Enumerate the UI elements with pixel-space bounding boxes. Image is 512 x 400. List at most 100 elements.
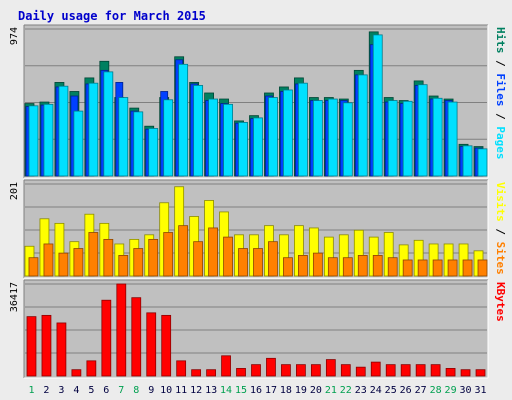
x-tick-day-29: 29 [445,385,457,396]
bar-kbytes-day-22 [340,364,351,377]
bar-pages-day-31 [477,148,488,177]
bar-pages-day-17 [268,97,278,177]
bar-sites-day-2 [43,243,54,277]
x-tick-day-9: 9 [148,385,154,396]
series-legend-label: KBytes [494,282,507,322]
bar-sites-day-21 [327,257,338,277]
x-tick-day-4: 4 [73,385,79,396]
legend-sites: Sites [494,242,507,275]
bar-kbytes-day-9 [146,312,157,377]
bar-kbytes-day-4 [71,369,82,377]
bar-kbytes-day-5 [86,360,97,377]
x-tick-day-26: 26 [400,385,412,396]
bar-pages-day-30 [462,145,473,177]
bar-sites-day-7 [118,255,129,277]
bar-sites-day-15 [238,248,248,277]
panel-plot-area [24,280,488,378]
bar-kbytes-day-12 [191,369,202,377]
y-max-label: 201 [9,182,20,200]
legend-pages: Pages [494,126,507,159]
x-tick-day-19: 19 [295,385,307,396]
bar-pages-day-20 [312,100,323,177]
bar-pages-day-16 [253,117,263,177]
bar-kbytes-day-18 [281,364,291,377]
x-tick-day-21: 21 [325,385,337,396]
bar-kbytes-day-27 [415,364,426,377]
bar-sites-day-23 [357,255,368,277]
bar-kbytes-day-14 [221,355,231,377]
bar-kbytes-day-3 [56,322,67,377]
bar-pages-day-24 [372,34,383,177]
legend-separator: / [494,54,507,74]
x-tick-day-28: 28 [430,385,442,396]
x-tick-day-18: 18 [280,385,292,396]
x-tick-day-27: 27 [415,385,427,396]
bar-sites-day-14 [223,236,233,277]
bar-kbytes-day-19 [296,364,306,377]
x-tick-day-15: 15 [235,385,247,396]
bar-pages-day-27 [417,84,428,177]
bar-kbytes-day-24 [370,361,381,377]
bar-pages-day-14 [223,103,233,177]
x-tick-day-3: 3 [58,385,64,396]
bar-kbytes-day-30 [460,369,471,377]
x-tick-day-23: 23 [355,385,367,396]
legend-files: Files [494,73,507,106]
bar-pages-day-2 [43,103,54,177]
x-tick-day-24: 24 [370,385,382,396]
bar-pages-day-15 [238,122,248,177]
bar-kbytes-day-28 [430,364,441,377]
bar-pages-day-26 [402,100,413,177]
bar-sites-day-19 [298,255,308,277]
legend-hits: Hits [494,27,507,54]
bar-sites-day-25 [387,257,398,277]
series-legend-label: Hits / Files / Pages [494,27,507,160]
bar-sites-day-28 [432,259,443,277]
x-tick-day-22: 22 [340,385,352,396]
bar-sites-day-8 [133,248,144,277]
bar-sites-day-30 [462,259,473,277]
bar-kbytes-day-25 [385,364,396,377]
bar-sites-day-6 [103,238,114,277]
bar-pages-day-19 [298,82,308,177]
bar-kbytes-day-23 [355,366,366,377]
bar-pages-day-5 [88,82,99,177]
y-max-label: 974 [9,27,20,45]
x-tick-day-25: 25 [385,385,397,396]
bar-sites-day-1 [28,257,39,277]
y-max-label: 36417 [9,282,20,312]
x-tick-day-16: 16 [250,385,262,396]
x-tick-day-2: 2 [43,385,49,396]
bar-pages-day-7 [118,97,129,177]
bar-kbytes-day-26 [400,364,411,377]
x-tick-day-5: 5 [88,385,94,396]
bar-kbytes-day-31 [475,369,486,377]
bar-sites-day-16 [253,248,263,277]
x-tick-day-12: 12 [190,385,202,396]
legend-visits: Visits [494,182,507,222]
bar-pages-day-10 [163,99,174,177]
bar-kbytes-day-7 [116,283,127,377]
bar-sites-day-22 [342,257,353,277]
bar-pages-day-4 [73,110,84,177]
panel-hits-files-pages: 974 Hits / Files / Pages [9,24,507,179]
bar-sites-day-20 [312,252,323,277]
panel-visits-sites: 201 Visits / Sites [9,179,507,279]
bar-sites-day-5 [88,232,99,277]
bar-sites-day-29 [447,259,458,277]
x-tick-day-20: 20 [310,385,322,396]
bar-kbytes-day-1 [26,316,37,377]
x-tick-day-7: 7 [118,385,124,396]
x-tick-labels: 1 2 3 4 5 6 7 8 9 10 11 12 13 14 15 16 17 18 19 20 21 22 23 24 2… [28,385,486,396]
series-legend-label: Visits / Sites [494,182,507,275]
bar-kbytes-day-21 [325,359,336,377]
bar-pages-day-12 [193,85,204,177]
bar-kbytes-day-15 [236,368,246,377]
x-tick-day-8: 8 [133,385,139,396]
bar-kbytes-day-6 [101,299,112,377]
chart-panels: 974 Hits / Files / Pages 201 Visits / Sites… [9,24,507,379]
bar-sites-day-17 [268,241,278,277]
chart-title: Daily usage for March 2015 [18,9,206,23]
bar-kbytes-day-29 [445,368,456,377]
